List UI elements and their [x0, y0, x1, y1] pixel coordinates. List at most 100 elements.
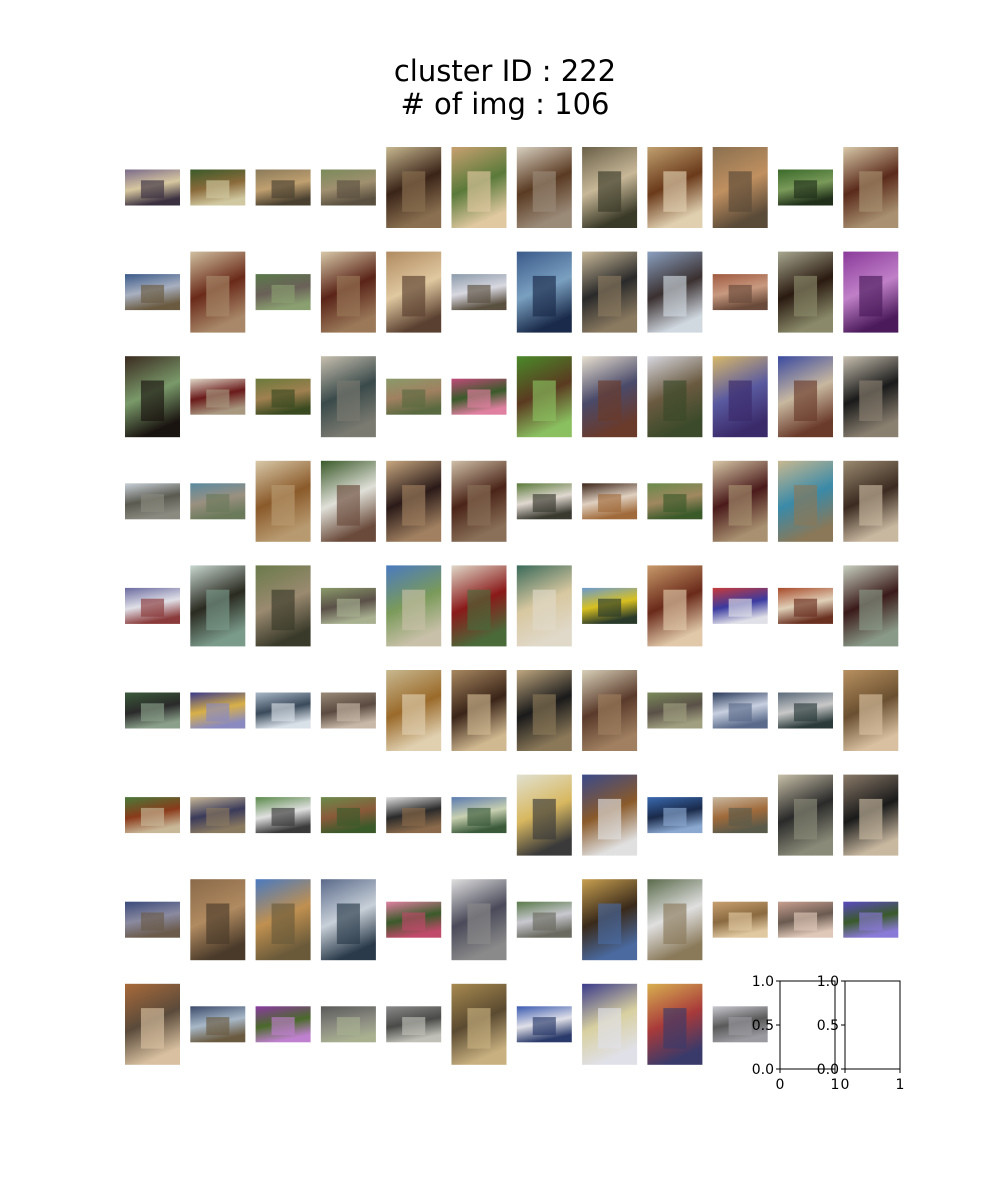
thumbnail-waterfall	[712, 692, 768, 729]
thumbnail-door	[843, 565, 899, 647]
thumbnail-animal	[320, 692, 376, 729]
thumbnail-deer	[647, 356, 703, 438]
thumbnail-flowers	[255, 1006, 311, 1043]
thumbnail-elephant	[778, 901, 833, 938]
thumbnail-door	[451, 460, 507, 542]
thumbnail-door	[843, 774, 899, 856]
thumbnail-waterfall	[255, 692, 311, 729]
thumbnail-mountain	[386, 565, 442, 647]
thumbnail-waterfall	[647, 879, 703, 961]
x-tick-label: 1	[896, 1077, 905, 1093]
empty-axes-1: 0.0 0.5 1.0 0 1	[752, 974, 840, 1093]
thumbnail-mountains	[125, 274, 180, 311]
thumbnail-rhino	[320, 587, 376, 624]
x-tick-label: 1	[831, 1077, 840, 1093]
thumbnail-door	[778, 774, 833, 856]
thumbnail-door	[843, 460, 899, 542]
thumbnail-animal	[386, 378, 442, 415]
thumbnail-door	[647, 565, 703, 647]
thumbnail-dogs	[451, 147, 507, 228]
y-tick-label: 0.5	[752, 1018, 774, 1034]
thumbnail-dog	[386, 251, 442, 333]
figure-title-line-2: # of img : 106	[401, 87, 610, 121]
thumbnail-door	[712, 587, 768, 624]
thumbnail-door	[778, 356, 833, 438]
thumbnail-train	[582, 587, 638, 624]
thumbnail-monkey	[386, 797, 442, 834]
thumbnail-lion	[255, 169, 311, 206]
y-tick-label: 1.0	[817, 974, 839, 990]
thumbnail-deer	[320, 797, 376, 834]
figure-title-line-1: cluster ID : 222	[394, 54, 616, 88]
thumbnail-tiger	[712, 797, 768, 834]
thumbnail-bear-cub	[516, 356, 572, 438]
thumbnail-wolf	[190, 1006, 246, 1043]
thumbnail-door	[582, 983, 638, 1065]
x-tick-label: 0	[841, 1077, 850, 1093]
thumbnail-dog	[582, 483, 638, 520]
thumbnail-lion	[255, 378, 311, 415]
thumbnail-jungle	[778, 169, 833, 206]
thumbnail-rhino	[320, 1006, 376, 1043]
thumbnail-seals	[386, 1006, 442, 1043]
thumbnail-door	[386, 460, 442, 542]
thumbnail-door	[386, 670, 442, 751]
thumbnail-door	[451, 670, 507, 751]
thumbnail-skyscraper	[516, 251, 572, 333]
thumbnail-bridge	[451, 797, 507, 834]
thumbnail-door	[516, 565, 572, 647]
thumbnail-wolf	[712, 1006, 768, 1043]
thumbnail-car	[778, 587, 833, 624]
thumbnail-tower	[647, 251, 703, 333]
thumbnail-car	[125, 797, 180, 834]
thumbnail-lion	[712, 901, 768, 938]
thumbnail-wolves	[125, 483, 180, 520]
thumbnail-door	[516, 774, 572, 856]
thumbnail-dog	[516, 483, 572, 520]
thumbnail-door	[255, 460, 311, 542]
thumbnail-door	[778, 460, 833, 542]
thumbnail-eagle	[190, 565, 246, 647]
thumbnail-door	[516, 670, 572, 751]
thumbnail-plant	[190, 169, 246, 206]
thumbnail-flowers	[843, 901, 899, 938]
thumbnail-wolf	[451, 274, 507, 311]
thumbnail-birds	[125, 901, 180, 938]
thumbnail-rocks	[712, 274, 768, 311]
thumbnail-flowers	[451, 378, 507, 415]
thumbnail-lion	[255, 879, 311, 961]
thumbnail-rhino	[647, 692, 703, 729]
thumbnail-door	[190, 378, 246, 415]
thumbnail-door	[712, 460, 768, 542]
thumbnail-dog	[125, 356, 180, 438]
y-tick-label: 0.0	[817, 1062, 839, 1078]
empty-axes-group: 0.00.51.00 10.00.51.00 1	[752, 974, 905, 1093]
thumbnail-lion	[190, 879, 246, 961]
thumbnail-skyscraper	[320, 879, 376, 961]
thumbnail-door	[451, 879, 507, 961]
thumbnail-door	[582, 251, 638, 333]
thumbnail-rhino	[190, 483, 246, 520]
thumbnail-ship	[516, 1006, 572, 1043]
thumbnail-door	[320, 356, 376, 438]
thumbnail-flowers	[386, 901, 442, 938]
thumbnail-rhino	[255, 274, 311, 311]
thumbnail-door	[582, 670, 638, 751]
thumbnail-door	[582, 356, 638, 438]
thumbnail-door	[190, 251, 246, 333]
thumbnail-wolf	[516, 901, 572, 938]
thumbnail-dog	[778, 251, 833, 333]
thumbnail-door	[843, 147, 899, 228]
thumbnail-rhino	[320, 169, 376, 206]
thumbnail-ram	[582, 147, 638, 228]
thumbnail-tiger	[125, 983, 180, 1065]
thumbnail-sailboat	[125, 169, 180, 206]
y-tick-label: 1.0	[752, 974, 774, 990]
thumbnail-lion	[843, 670, 899, 751]
thumbnail-door	[451, 565, 507, 647]
thumbnail-door	[320, 460, 376, 542]
thumbnail-door	[516, 147, 572, 228]
thumbnail-door	[190, 797, 246, 834]
thumbnail-door	[190, 692, 246, 729]
